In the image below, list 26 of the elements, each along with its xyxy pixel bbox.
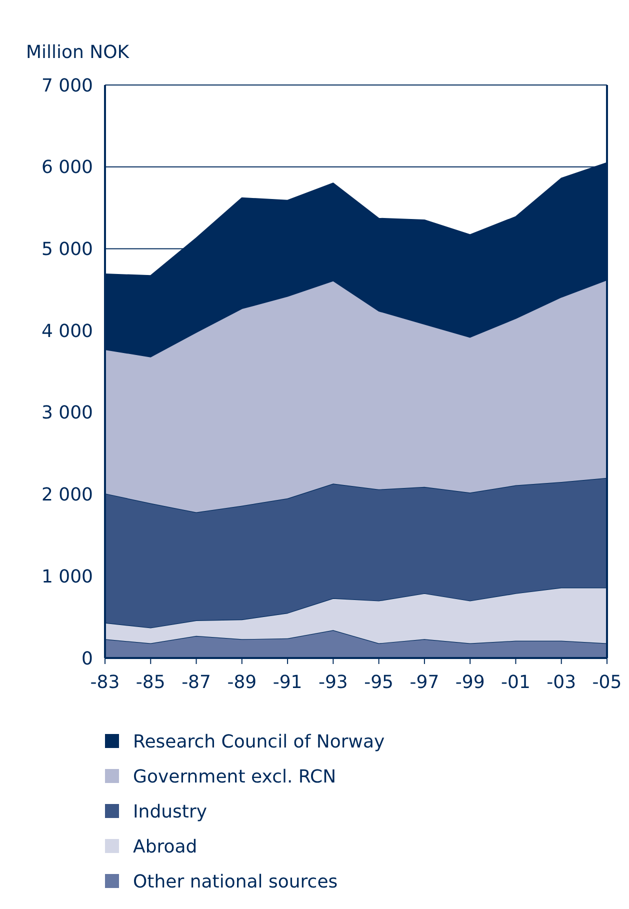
x-tick-label: -87	[182, 672, 211, 693]
x-tick-label: -03	[546, 672, 576, 693]
y-tick-label: 0	[82, 648, 93, 670]
legend-label: Abroad	[133, 836, 198, 858]
x-tick-label: -83	[90, 672, 120, 693]
y-tick-label: 7 000	[41, 75, 93, 96]
x-tick-label: -97	[410, 672, 440, 693]
y-tick-label: 6 000	[41, 157, 93, 178]
x-tick-label: -85	[136, 672, 166, 693]
y-tick-label: 5 000	[41, 239, 93, 260]
y-tick-label: 3 000	[41, 402, 93, 424]
x-tick-label: -01	[501, 672, 530, 693]
x-tick-label: -93	[318, 672, 348, 693]
y-tick-label: 1 000	[41, 566, 93, 588]
x-tick-label: -89	[227, 672, 257, 693]
legend-label: Other national sources	[133, 871, 338, 892]
legend-label: Government excl. RCN	[133, 766, 336, 788]
x-tick-label: -05	[592, 672, 622, 693]
y-tick-label: 2 000	[41, 484, 93, 506]
legend-label: Industry	[133, 801, 208, 822]
y-tick-label: 4 000	[41, 320, 93, 342]
y-axis-title: Million NOK	[26, 42, 130, 63]
legend-label: Research Council of Norway	[133, 731, 386, 752]
x-tick-label: -91	[272, 672, 302, 693]
x-tick-label: -99	[455, 672, 485, 693]
x-tick-label: -95	[364, 672, 394, 693]
